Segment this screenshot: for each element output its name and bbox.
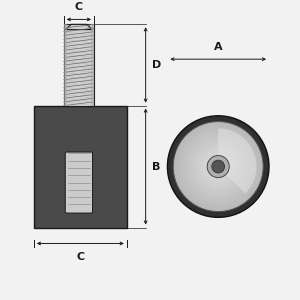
Circle shape (190, 138, 246, 195)
Circle shape (217, 165, 219, 168)
Circle shape (198, 146, 238, 187)
Circle shape (196, 144, 241, 189)
Circle shape (212, 160, 225, 173)
Circle shape (179, 127, 258, 206)
Circle shape (176, 124, 261, 209)
Circle shape (195, 143, 242, 190)
Circle shape (200, 148, 236, 184)
Polygon shape (65, 24, 92, 30)
Bar (64, 24, 94, 106)
Circle shape (199, 147, 237, 186)
Circle shape (192, 141, 244, 192)
Circle shape (183, 132, 253, 201)
Circle shape (204, 152, 233, 181)
Circle shape (201, 150, 235, 183)
Text: C: C (75, 2, 83, 12)
Circle shape (189, 137, 248, 196)
Circle shape (212, 160, 225, 173)
Circle shape (188, 136, 249, 197)
Circle shape (174, 123, 262, 210)
Circle shape (194, 142, 243, 191)
Text: B: B (152, 162, 160, 172)
Circle shape (215, 163, 222, 170)
Circle shape (206, 154, 231, 179)
Circle shape (207, 155, 230, 178)
Circle shape (207, 155, 229, 178)
Circle shape (167, 116, 269, 217)
Text: D: D (152, 60, 161, 70)
Circle shape (184, 133, 252, 200)
Circle shape (209, 158, 227, 175)
Circle shape (205, 153, 232, 180)
Circle shape (197, 145, 240, 188)
Circle shape (178, 126, 259, 207)
Circle shape (186, 134, 251, 199)
Circle shape (191, 140, 245, 194)
Bar (91, 24, 94, 106)
Circle shape (182, 130, 254, 202)
Circle shape (173, 122, 263, 212)
Circle shape (208, 156, 228, 177)
Circle shape (177, 125, 260, 208)
Bar (64, 24, 67, 106)
Circle shape (181, 129, 255, 204)
Text: A: A (214, 42, 223, 52)
Text: C: C (76, 252, 84, 262)
Circle shape (202, 151, 234, 182)
Circle shape (210, 159, 226, 174)
Circle shape (213, 161, 224, 172)
Circle shape (180, 128, 256, 205)
FancyBboxPatch shape (65, 152, 92, 213)
Wedge shape (218, 128, 256, 194)
Bar (34, 106, 127, 227)
Circle shape (216, 164, 220, 169)
Circle shape (214, 162, 223, 171)
Circle shape (187, 135, 250, 198)
